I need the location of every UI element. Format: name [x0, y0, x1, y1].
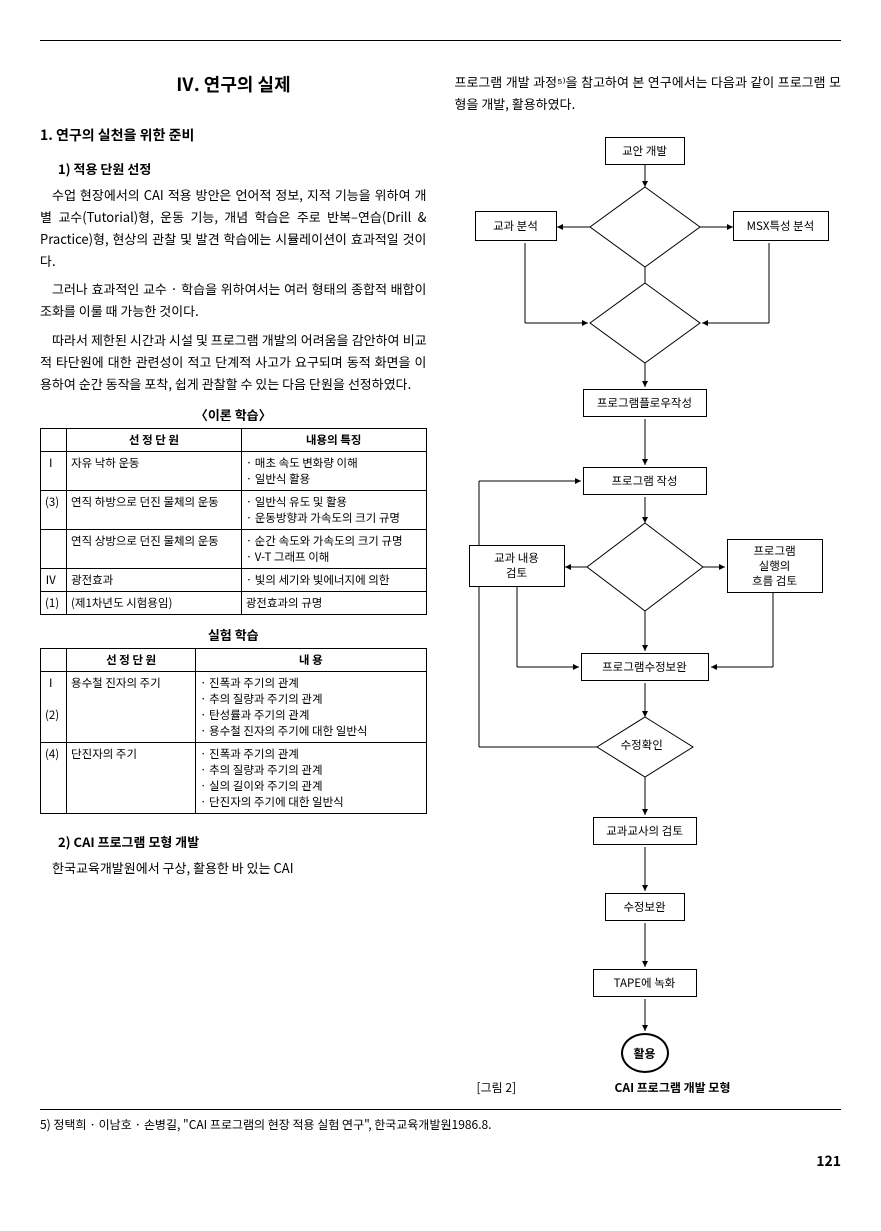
table-row: (1)(제1차년도 시험용임) 광전효과의 규명 [41, 591, 427, 614]
cell [41, 529, 67, 568]
cell: 광전효과의 규명 [241, 591, 426, 614]
cell: · 매초 속도 변화량 이해 · 일반식 활용 [241, 451, 426, 490]
table-row: 연직 상방으로 던진 물체의 운동· 순간 속도와 가속도의 크기 규명 · V… [41, 529, 427, 568]
cell: · 순간 속도와 가속도의 크기 규명 · V-T 그래프 이해 [241, 529, 426, 568]
paragraph: 그러나 효과적인 교수 · 학습을 위하여서는 여러 형태의 종합적 배합이 조… [40, 278, 427, 322]
cell: 자유 낙하 운동 [67, 451, 242, 490]
table2-caption: 실험 학습 [40, 625, 427, 644]
flowchart-svg [455, 125, 835, 1085]
figure-label: [그림 2] [477, 1079, 517, 1096]
left-column: Ⅳ. 연구의 실제 1. 연구의 실천을 위한 준비 1) 적용 단원 선정 수… [40, 71, 427, 1085]
flow-node: TAPE에 녹화 [593, 969, 697, 997]
cell: 광전효과 [67, 568, 242, 591]
th: 선 정 단 원 [67, 648, 196, 671]
table1-caption: 〈이론 학습〉 [40, 405, 427, 424]
th: 내용의 특징 [241, 428, 426, 451]
table-row: Ⅰ (2)용수철 진자의 주기· 진폭과 주기의 관계 · 추의 질량과 주기의… [41, 671, 427, 742]
th: 선 정 단 원 [67, 428, 242, 451]
footnote-rule: 5) 정택희 · 이남호 · 손병길, "CAI 프로그램의 현장 적용 실험 … [40, 1109, 841, 1133]
figure-caption: CAI 프로그램 개발 모형 [615, 1079, 731, 1096]
footnote: 5) 정택희 · 이남호 · 손병길, "CAI 프로그램의 현장 적용 실험 … [40, 1116, 841, 1133]
flow-node: 프로그램수정보완 [581, 653, 709, 681]
flow-node: 교과 내용 검토 [469, 545, 565, 587]
flow-node: MSX특성 분석 [733, 211, 829, 241]
page-number: 121 [40, 1151, 841, 1171]
cell: · 일반식 유도 및 활용 · 운동방향과 가속도의 크기 규명 [241, 490, 426, 529]
subheading-1-1: 1) 적용 단원 선정 [58, 159, 427, 178]
cell: Ⅰ (2) [41, 671, 67, 742]
subheading-1: 1. 연구의 실천을 위한 준비 [40, 125, 427, 145]
flow-node: 교안 개발 [605, 137, 685, 165]
flow-node: 프로그램 실행의 흐름 검토 [727, 539, 823, 593]
cell: (3) [41, 490, 67, 529]
flow-node: 교과교사의 검토 [593, 817, 697, 845]
flow-node: 프로그램플로우작성 [583, 389, 707, 417]
cell: Ⅰ [41, 451, 67, 490]
table-experiment: 선 정 단 원 내 용 Ⅰ (2)용수철 진자의 주기· 진폭과 주기의 관계 … [40, 648, 427, 814]
paragraph: 수업 현장에서의 CAI 적용 방안은 언어적 정보, 지적 기능을 위하여 개… [40, 184, 427, 272]
paragraph: 따라서 제한된 시간과 시설 및 프로그램 개발의 어려움을 감안하여 비교적 … [40, 329, 427, 395]
table-row: Ⅳ광전효과· 빛의 세기와 빛에너지에 의한 [41, 568, 427, 591]
cell: · 진폭과 주기의 관계 · 추의 질량과 주기의 관계 · 실의 길이와 주기… [196, 742, 426, 813]
table-theory: 선 정 단 원 내용의 특징 Ⅰ자유 낙하 운동· 매초 속도 변화량 이해 ·… [40, 428, 427, 615]
cell: 연직 상방으로 던진 물체의 운동 [67, 529, 242, 568]
table-row: (4)단진자의 주기· 진폭과 주기의 관계 · 추의 질량과 주기의 관계 ·… [41, 742, 427, 813]
flow-node: 교과 분석 [475, 211, 557, 241]
cell: Ⅳ [41, 568, 67, 591]
cell: (1) [41, 591, 67, 614]
cell: 연직 하방으로 던진 물체의 운동 [67, 490, 242, 529]
flow-terminal: 활용 [621, 1033, 669, 1073]
flow-node: 프로그램 작성 [583, 467, 707, 495]
th [41, 428, 67, 451]
paragraph: 한국교육개발원에서 구상, 활용한 바 있는 CAI [40, 857, 427, 879]
cell: · 진폭과 주기의 관계 · 추의 질량과 주기의 관계 · 탄성률과 주기의 … [196, 671, 426, 742]
cell: (제1차년도 시험용임) [67, 591, 242, 614]
flow-node: 수정보완 [605, 893, 685, 921]
flowchart: 교안 개발 교과 분석 MSX특성 분석 프로그램플로우작성 프로그램 작성 교… [455, 125, 835, 1085]
cell: · 빛의 세기와 빛에너지에 의한 [241, 568, 426, 591]
top-rule [40, 40, 841, 41]
section-title: Ⅳ. 연구의 실제 [40, 71, 427, 97]
table-row: (3)연직 하방으로 던진 물체의 운동· 일반식 유도 및 활용 · 운동방향… [41, 490, 427, 529]
cell: 단진자의 주기 [67, 742, 196, 813]
right-intro: 프로그램 개발 과정⁵⁾을 참고하여 본 연구에서는 다음과 같이 프로그램 모… [455, 71, 842, 115]
flow-diamond-label: 수정확인 [621, 737, 663, 753]
cell: (4) [41, 742, 67, 813]
table-row: Ⅰ자유 낙하 운동· 매초 속도 변화량 이해 · 일반식 활용 [41, 451, 427, 490]
cell: 용수철 진자의 주기 [67, 671, 196, 742]
subheading-1-2: 2) CAI 프로그램 모형 개발 [58, 832, 427, 851]
th: 내 용 [196, 648, 426, 671]
right-column: 프로그램 개발 과정⁵⁾을 참고하여 본 연구에서는 다음과 같이 프로그램 모… [455, 71, 842, 1085]
th [41, 648, 67, 671]
